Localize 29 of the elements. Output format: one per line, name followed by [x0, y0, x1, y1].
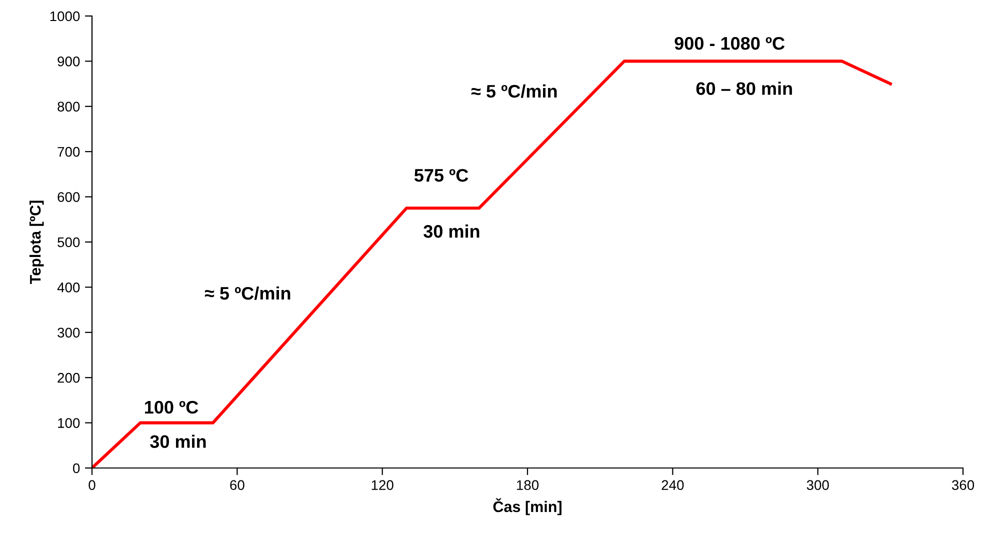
line-series [92, 60, 892, 468]
annotation: 575 ºC [414, 168, 468, 182]
y-tick-label: 400 [57, 282, 80, 292]
x-tick-label: 180 [516, 480, 539, 490]
x-tick-label: 0 [88, 480, 96, 490]
y-tick-label: 800 [58, 102, 80, 112]
annotation: 30 min [424, 224, 480, 238]
x-tick-label: 240 [662, 480, 684, 490]
y-tick-label: 900 [58, 56, 80, 66]
x-tick-label: 60 [230, 480, 244, 490]
y-tick-label: 600 [58, 192, 80, 202]
y-tick-label: 100 [58, 418, 80, 428]
annotation: ≈ 5 ºC/min [204, 286, 290, 300]
annotation: 60 – 80 min [696, 82, 792, 95]
y-axis-title: Teplota [ºC] [30, 200, 44, 284]
annotation: 900 - 1080 ºC [674, 36, 785, 50]
y-tick-label: 700 [58, 146, 80, 157]
annotation: 30 min [150, 434, 206, 448]
y-tick-label: 0 [73, 463, 80, 474]
y-tick-label: 200 [58, 372, 80, 383]
x-axis-title: Čas [min] [493, 498, 562, 516]
annotation: 100 ºC [145, 400, 198, 414]
y-tick-label: 300 [58, 328, 80, 338]
y-tick-label: 500 [58, 237, 80, 248]
annotation: ≈ 5 ºC/min [471, 84, 557, 98]
y-tick-label: 1000 [50, 11, 80, 22]
x-tick-label: 360 [952, 480, 974, 490]
x-tick-label: 120 [372, 480, 394, 490]
x-tick-label: 300 [806, 480, 829, 490]
